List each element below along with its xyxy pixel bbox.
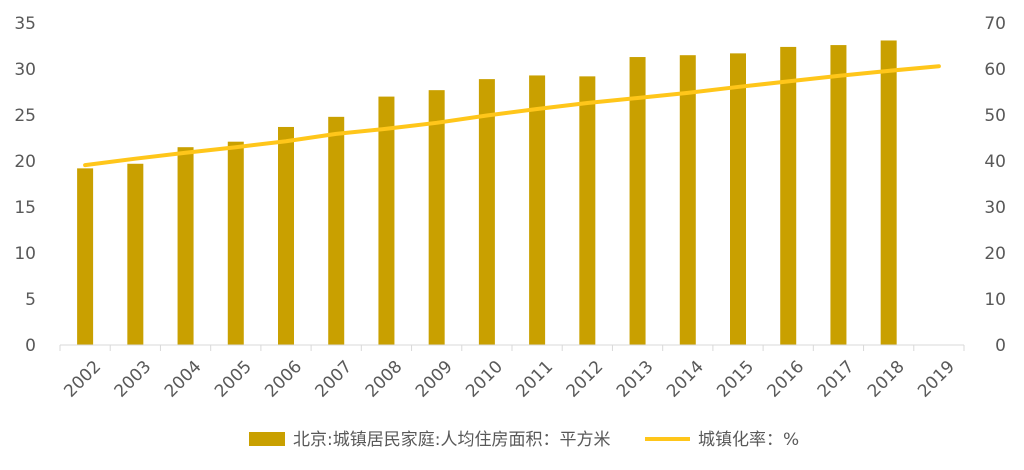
x-tick-label-2002: 2002 [60,357,105,402]
x-axis-ticks [59,345,965,351]
legend: 北京:城镇居民家庭:人均住房面积：平方米 城镇化率：% [249,430,799,450]
x-tick-label-2010: 2010 [462,357,507,402]
bar-2017 [830,45,847,345]
right-axis-labels: 0 10 20 30 40 50 60 70 [984,14,1006,356]
right-tick-label-60: 60 [984,60,1006,80]
line-series [83,64,941,168]
x-tick-label-2005: 2005 [211,357,256,402]
right-tick-label-20: 20 [984,244,1006,264]
bar-2006 [278,126,294,346]
x-tick-label-2007: 2007 [312,357,357,402]
left-tick-label-20: 20 [14,152,36,172]
x-tick-label-2009: 2009 [412,357,457,402]
bar-2016 [780,46,797,346]
legend-line-label: 城镇化率：% [698,430,799,450]
left-tick-label-10: 10 [14,244,36,264]
left-tick-label-5: 5 [25,290,36,310]
legend-bar-label: 北京:城镇居民家庭:人均住房面积：平方米 [293,430,610,450]
x-tick-label-2013: 2013 [613,357,658,402]
bar-series [77,40,897,346]
x-tick-label-2008: 2008 [362,357,407,402]
bar-2018 [880,40,897,345]
bar-2002 [77,168,94,345]
left-tick-label-0: 0 [25,336,36,356]
right-tick-label-50: 50 [984,106,1006,126]
x-tick-label-2003: 2003 [111,357,156,402]
bar-2013 [629,57,646,345]
left-tick-label-15: 15 [14,198,36,218]
left-axis-labels: 0 5 10 15 20 25 30 35 [14,14,36,356]
legend-bar-swatch [249,432,285,446]
x-tick-label-2006: 2006 [261,357,306,402]
right-tick-label-10: 10 [984,290,1006,310]
bar-2011 [529,75,546,345]
bar-2010 [478,79,495,346]
bar-2005 [227,141,244,345]
bar-2003 [127,163,144,345]
x-tick-label-2015: 2015 [713,357,758,402]
x-axis-labels: 2002 2003 2004 2005 2006 2007 2008 2009 2010 2011… [60,357,959,402]
bar-2014 [679,55,696,345]
x-tick-label-2016: 2016 [764,357,809,402]
right-tick-label-30: 30 [984,198,1006,218]
left-tick-label-30: 30 [14,60,36,80]
bar-2009 [428,90,445,345]
left-tick-label-25: 25 [14,106,36,126]
right-tick-label-40: 40 [984,152,1006,172]
bar-2004 [177,147,194,345]
x-tick-label-2018: 2018 [864,357,909,402]
x-tick-label-2012: 2012 [563,357,608,402]
line-path [83,64,941,168]
x-tick-label-2004: 2004 [161,357,206,402]
bar-2012 [579,76,596,346]
right-tick-label-70: 70 [984,14,1006,34]
x-tick-label-2019: 2019 [914,357,959,402]
right-tick-label-0: 0 [995,336,1006,356]
bar-2008 [378,96,395,345]
x-tick-label-2014: 2014 [663,357,708,402]
x-tick-label-2017: 2017 [814,357,859,402]
bar-2015 [730,53,746,346]
x-tick-label-2011: 2011 [512,357,557,402]
left-tick-label-35: 35 [14,14,36,34]
bar-2007 [328,116,345,345]
